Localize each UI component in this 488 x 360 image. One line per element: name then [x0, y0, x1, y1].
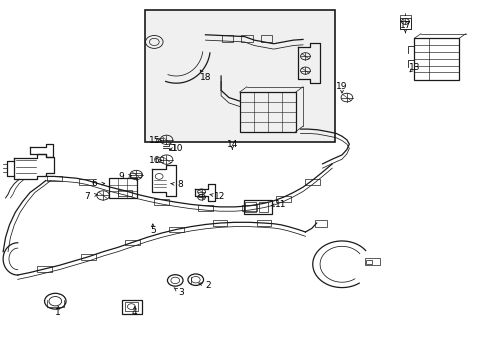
Text: 12: 12 [213, 192, 224, 201]
Text: 3: 3 [178, 288, 183, 297]
Text: 18: 18 [199, 73, 211, 82]
Bar [259, 202, 267, 212]
Bar [156, 138, 163, 142]
Bar [168, 226, 183, 232]
Bar [154, 199, 168, 205]
Bar [124, 302, 138, 311]
Bar [130, 173, 141, 177]
Bar [81, 254, 96, 260]
Bar [239, 92, 295, 132]
Bar [243, 200, 271, 214]
Text: 17: 17 [399, 21, 410, 30]
Bar [260, 36, 272, 41]
Bar [242, 205, 256, 211]
Bar [198, 205, 212, 211]
Text: 15: 15 [148, 136, 160, 145]
Text: 6: 6 [91, 179, 97, 188]
Text: 4: 4 [132, 308, 137, 317]
Text: 1: 1 [55, 308, 61, 317]
Bar [399, 18, 410, 29]
Bar [305, 179, 320, 185]
Bar [47, 176, 61, 181]
Text: 16: 16 [148, 156, 160, 165]
Bar [118, 190, 132, 196]
Bar [245, 202, 256, 212]
Bar [315, 220, 327, 226]
Bar [122, 300, 142, 314]
Bar [221, 36, 233, 41]
Text: 7: 7 [84, 192, 90, 201]
Text: 9: 9 [119, 172, 124, 181]
Text: 10: 10 [172, 144, 183, 153]
Text: 19: 19 [336, 82, 347, 91]
Bar [156, 157, 163, 162]
Bar [37, 266, 52, 272]
Text: 14: 14 [226, 140, 238, 149]
Text: 2: 2 [204, 281, 210, 290]
Bar [365, 258, 379, 265]
Bar [79, 179, 93, 185]
Bar [413, 39, 458, 80]
Bar [125, 239, 140, 245]
Text: 11: 11 [275, 200, 286, 209]
Bar [144, 10, 334, 142]
Bar [109, 178, 137, 198]
Bar [241, 36, 252, 41]
Text: 13: 13 [408, 63, 420, 72]
Bar [212, 220, 227, 226]
Text: 5: 5 [150, 226, 155, 235]
Text: 8: 8 [177, 180, 183, 189]
Bar [276, 197, 290, 202]
Bar [366, 260, 371, 264]
Bar [256, 220, 271, 226]
